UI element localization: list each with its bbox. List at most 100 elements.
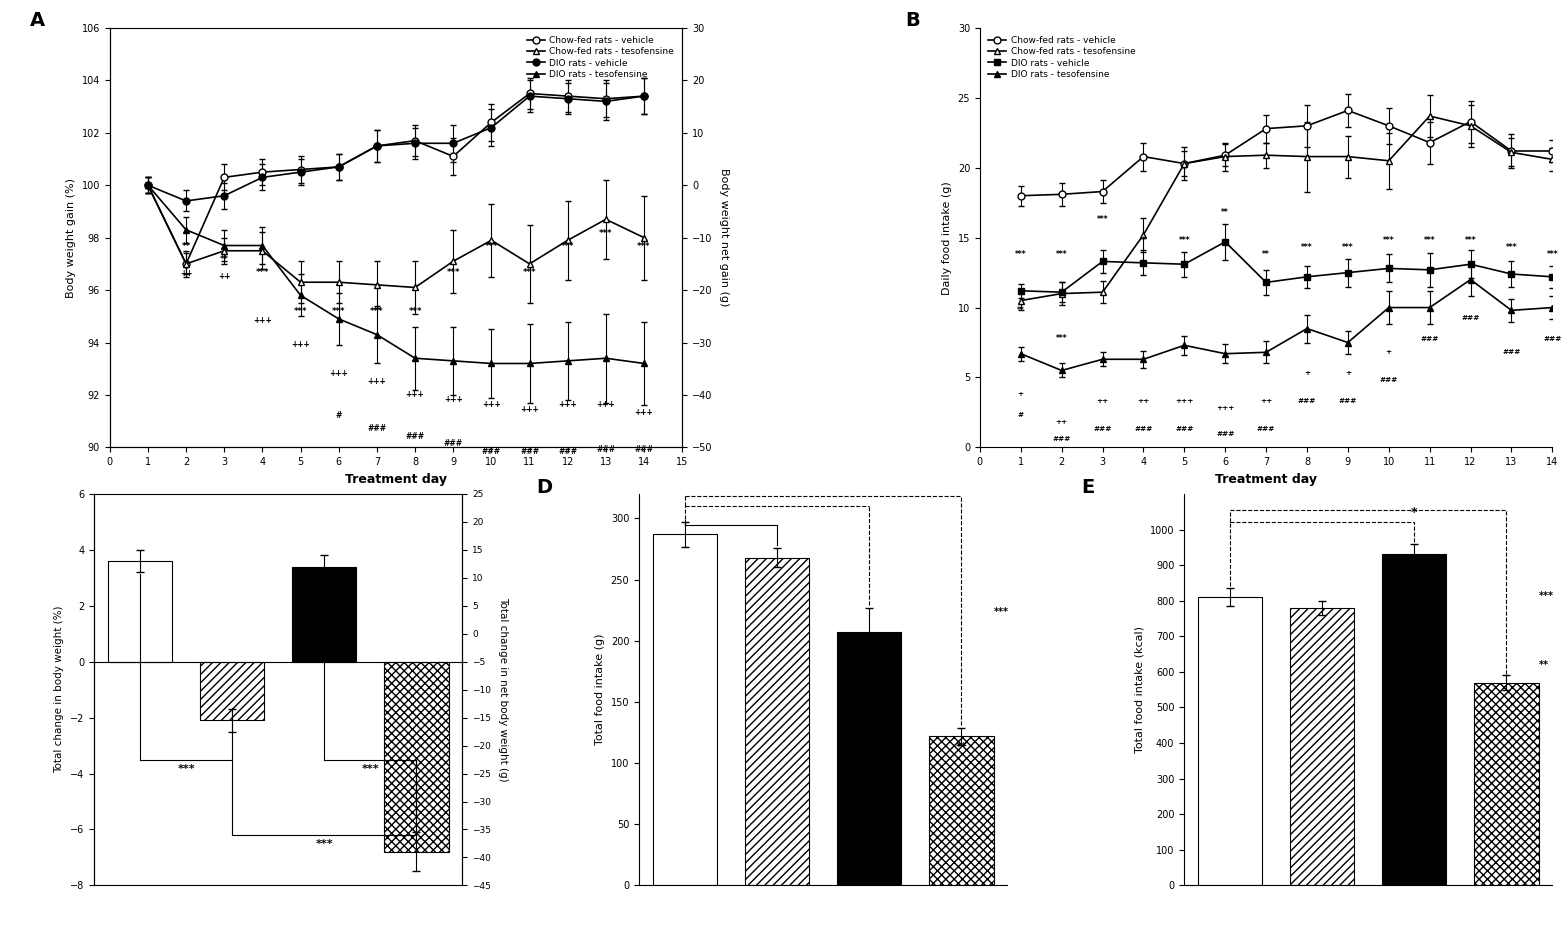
X-axis label: Treatment day: Treatment day: [1215, 473, 1317, 486]
Text: ###: ###: [444, 440, 463, 448]
Bar: [292, 567, 356, 662]
Bar: [1198, 597, 1262, 885]
Text: ***: ***: [177, 764, 194, 774]
Text: ***: ***: [1301, 242, 1312, 252]
Text: +: +: [1305, 371, 1309, 377]
Text: ###: ###: [1052, 436, 1071, 442]
Text: ***: ***: [332, 308, 345, 316]
Text: ###: ###: [481, 447, 500, 457]
Text: **: **: [1538, 660, 1549, 670]
Text: ++: ++: [1137, 399, 1149, 404]
Text: ###: ###: [1339, 399, 1356, 404]
Text: ###: ###: [521, 447, 539, 457]
X-axis label: Treatment day: Treatment day: [345, 473, 447, 486]
Text: ###: ###: [1502, 350, 1521, 355]
Text: **: **: [1221, 208, 1229, 217]
Text: ***: ***: [1538, 591, 1554, 601]
Text: A: A: [30, 11, 45, 30]
Text: **: **: [1018, 306, 1024, 314]
Text: ###: ###: [1134, 427, 1152, 432]
Text: *: *: [1411, 506, 1417, 519]
Text: ++: ++: [1096, 399, 1109, 404]
Y-axis label: Total change in net body weight (g): Total change in net body weight (g): [497, 597, 508, 782]
Text: ++: ++: [1261, 399, 1272, 404]
Text: ###: ###: [1543, 336, 1562, 341]
Text: ***: ***: [1505, 242, 1518, 252]
Text: +++: +++: [252, 316, 271, 325]
Bar: [930, 736, 994, 885]
Text: ###: ###: [596, 445, 616, 454]
Text: ***: ***: [1383, 236, 1394, 244]
Bar: [1381, 555, 1446, 885]
Text: ***: ***: [1055, 250, 1068, 258]
Text: ***: ***: [1465, 236, 1477, 244]
Text: ###: ###: [1258, 427, 1275, 432]
Text: +: +: [1345, 371, 1352, 377]
Text: **: **: [1262, 250, 1270, 258]
Text: ***: ***: [561, 241, 574, 251]
Bar: [745, 557, 809, 885]
Text: *: *: [1142, 236, 1145, 244]
Bar: [384, 662, 448, 852]
Text: ***: ***: [1342, 242, 1353, 252]
Text: +++: +++: [558, 400, 577, 409]
Text: ***: ***: [362, 764, 379, 774]
Text: ***: ***: [599, 228, 613, 238]
Text: +: +: [1386, 350, 1392, 355]
Text: ***: ***: [1096, 214, 1109, 224]
Text: ++: ++: [218, 272, 230, 281]
Text: ###: ###: [1174, 427, 1193, 432]
Text: ***: ***: [293, 308, 307, 316]
Text: D: D: [536, 478, 552, 498]
Text: ###: ###: [558, 447, 577, 457]
Text: ***: ***: [1424, 236, 1435, 244]
Text: ###: ###: [1380, 377, 1399, 383]
Text: E: E: [1080, 478, 1094, 498]
Text: ***: ***: [522, 268, 536, 277]
Text: ###: ###: [635, 445, 654, 454]
Text: ###: ###: [1298, 399, 1316, 404]
Text: **: **: [955, 742, 967, 752]
Y-axis label: Body weight gain (%): Body weight gain (%): [66, 178, 75, 297]
Text: ###: ###: [406, 432, 425, 441]
Text: ***: ***: [256, 268, 270, 277]
Text: ++: ++: [180, 269, 193, 278]
Bar: [108, 561, 172, 662]
Text: ***: ***: [370, 308, 384, 316]
Legend: Chow-fed rats - vehicle, Chow-fed rats - tesofensine, DIO rats - vehicle, DIO ra: Chow-fed rats - vehicle, Chow-fed rats -…: [985, 33, 1138, 82]
Text: ***: ***: [315, 840, 332, 849]
Text: +: +: [1018, 391, 1024, 397]
Text: **: **: [864, 638, 875, 649]
Bar: [1290, 608, 1355, 885]
Text: ***: ***: [1179, 236, 1190, 244]
Text: +++: +++: [481, 400, 500, 409]
Y-axis label: Daily food intake (g): Daily food intake (g): [942, 181, 952, 295]
Y-axis label: Total food intake (g): Total food intake (g): [596, 634, 605, 746]
Text: ***: ***: [1055, 334, 1068, 342]
Text: +++: +++: [635, 408, 654, 417]
Text: ###: ###: [1461, 314, 1480, 321]
Text: ***: ***: [1014, 250, 1027, 258]
Y-axis label: Total food intake (kcal): Total food intake (kcal): [1134, 626, 1145, 753]
Text: B: B: [905, 11, 920, 30]
Text: +++: +++: [292, 340, 310, 349]
Y-axis label: Total change in body weight (%): Total change in body weight (%): [55, 606, 64, 774]
Text: ###: ###: [1217, 431, 1234, 436]
Text: ***: ***: [637, 241, 651, 251]
Text: **: **: [220, 254, 229, 264]
Bar: [201, 662, 265, 720]
Bar: [652, 534, 717, 885]
Bar: [1474, 682, 1538, 885]
Text: ***: ***: [994, 607, 1008, 617]
Text: ***: ***: [447, 268, 459, 277]
Text: ++: ++: [1055, 419, 1068, 425]
Text: ###: ###: [1093, 427, 1112, 432]
Text: ***: ***: [408, 308, 422, 316]
Text: +++: +++: [367, 377, 386, 386]
Text: +++: +++: [596, 400, 615, 409]
Text: +++: +++: [406, 390, 425, 399]
Text: **: **: [182, 241, 191, 251]
Text: #: #: [336, 411, 342, 419]
Text: +++: +++: [444, 395, 463, 404]
Text: #: #: [1018, 412, 1024, 418]
